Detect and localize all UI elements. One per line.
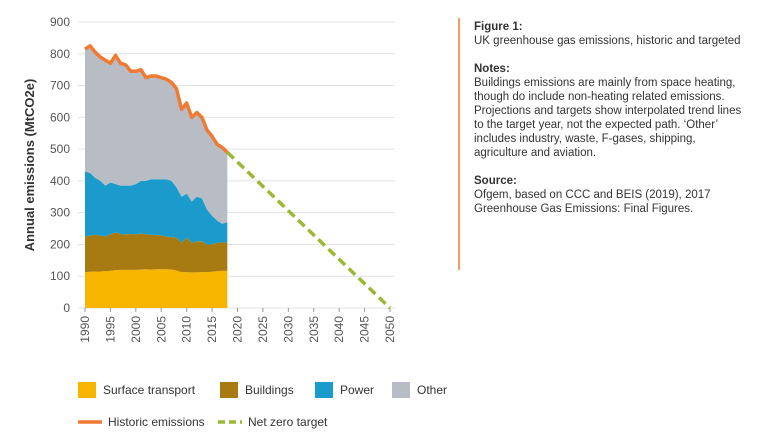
chart: Annual emissions (MtCO2e) 0 100 200 300 400 5… [22,15,447,429]
legend-swatch [78,382,96,398]
legend-swatch [392,382,410,398]
x-tick-label: 2035 [307,316,321,343]
x-tick-label: 2045 [358,316,372,343]
y-tick-label: 100 [50,269,70,283]
legend-label: Historic emissions [108,415,205,429]
notes-heading: Notes: [474,63,510,75]
x-tick-label: 2015 [205,316,219,343]
y-tick-label: 0 [63,301,70,315]
x-tick-label: 2000 [129,316,143,343]
y-tick-label: 300 [50,206,70,220]
figure-label: Figure 1: [474,21,523,33]
area [85,171,228,245]
y-tick-label: 500 [50,142,70,156]
x-tick-label: 2025 [256,316,270,343]
y-tick-label: 900 [50,15,70,29]
area [85,232,228,273]
y-tick-label: 800 [50,47,70,61]
x-tick-label: 1995 [103,316,117,343]
x-tick-label: 2020 [231,316,245,343]
y-tick-label: 700 [50,79,70,93]
text-panel: Figure 1: UK greenhouse gas emissions, h… [458,18,748,270]
legend-label: Buildings [245,383,294,397]
y-tick-label: 400 [50,174,70,188]
source-heading: Source: [474,175,517,187]
line [226,151,392,310]
area [85,269,228,308]
y-tick-label: 600 [50,110,70,124]
x-tick-label: 2005 [154,316,168,343]
source: Ofgem, based on CCC and BEIS (2019), 201… [474,189,711,215]
legend-label: Net zero target [248,415,328,429]
notes: Buildings emissions are mainly from spac… [474,77,742,159]
x-tick-label: 2030 [281,316,295,343]
caption: UK greenhouse gas emissions, historic an… [474,35,741,47]
legend-swatch [220,382,238,398]
x-tick-label: 2010 [180,316,194,343]
legend-label: Surface transport [103,383,196,397]
y-axis-label: Annual emissions (MtCO2e) [22,79,37,252]
legend-label: Power [340,383,374,397]
legend-label: Other [417,383,447,397]
y-tick-label: 200 [50,237,70,251]
area [85,45,228,224]
legend-swatch [315,382,333,398]
x-tick-label: 2050 [383,316,397,343]
x-tick-label: 2040 [332,316,346,343]
line [84,44,229,154]
x-tick-label: 1990 [78,316,92,343]
